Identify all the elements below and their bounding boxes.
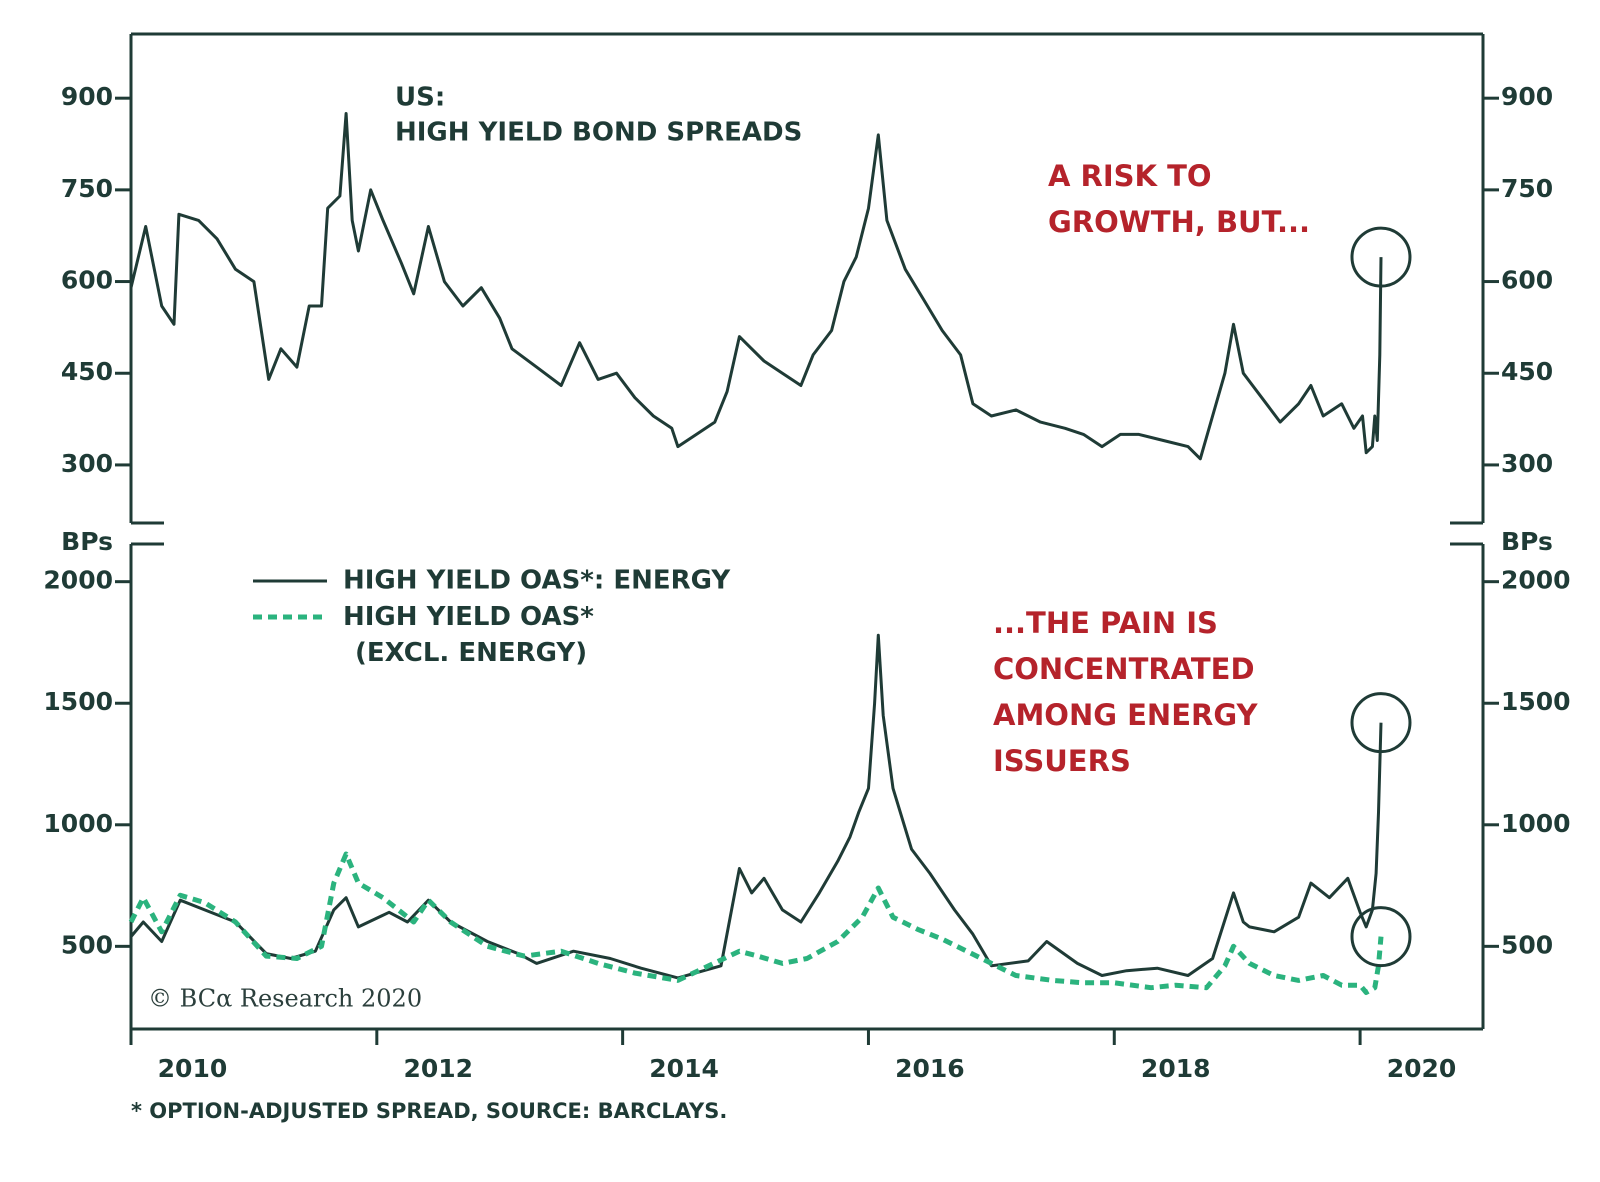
x-tick-label: 2020 xyxy=(1387,1054,1457,1083)
x-tick-label: 2018 xyxy=(1141,1054,1211,1083)
copyright: © BCα Research 2020 xyxy=(148,985,422,1013)
annotation: AMONG ENERGY xyxy=(993,698,1259,732)
y-tick-label: 450 xyxy=(1501,357,1553,386)
annotation: GROWTH, BUT... xyxy=(1048,205,1310,239)
series-line xyxy=(129,633,1383,980)
y-tick-label: 300 xyxy=(1501,449,1553,478)
y-tick-label: 2000 xyxy=(1501,566,1571,595)
y-tick-label: 2000 xyxy=(43,566,113,595)
y-tick-label: 500 xyxy=(61,930,113,959)
x-tick-label: 2010 xyxy=(158,1054,228,1083)
y-tick-label: 1000 xyxy=(1501,809,1571,838)
y-axis-label: BPs xyxy=(61,527,113,556)
annotation: CONCENTRATED xyxy=(993,652,1255,686)
legend-label: HIGH YIELD OAS* (EXCL. ENERGY) xyxy=(343,602,594,668)
annotation: ...THE PAIN IS xyxy=(993,606,1218,640)
y-tick-label: 300 xyxy=(61,449,113,478)
footnote: * OPTION-ADJUSTED SPREAD, SOURCE: BARCLA… xyxy=(131,1099,727,1123)
y-tick-label: 900 xyxy=(1501,82,1553,111)
y-tick-label: 750 xyxy=(1501,174,1553,203)
y-tick-label: 600 xyxy=(61,266,113,295)
y-tick-label: 1500 xyxy=(1501,687,1571,716)
y-tick-label: 750 xyxy=(61,174,113,203)
y-tick-label: 900 xyxy=(61,82,113,111)
y-axis-label: BPs xyxy=(1501,527,1553,556)
highlight-circle xyxy=(1350,906,1412,968)
chart-title: US: xyxy=(395,83,445,113)
chart-subtitle: HIGH YIELD BOND SPREADS xyxy=(395,118,802,148)
x-tick-label: 2014 xyxy=(649,1054,719,1083)
y-tick-label: 450 xyxy=(61,357,113,386)
y-tick-label: 600 xyxy=(1501,266,1553,295)
series-line xyxy=(128,851,1384,995)
annotation: A RISK TO xyxy=(1048,159,1212,193)
highlight-circle xyxy=(1350,692,1412,754)
y-tick-label: 1500 xyxy=(43,687,113,716)
x-tick-label: 2012 xyxy=(403,1054,473,1083)
legend-label: HIGH YIELD OAS*: ENERGY xyxy=(343,566,731,596)
series-line xyxy=(129,112,1383,461)
annotation: ISSUERS xyxy=(993,744,1131,778)
x-tick-label: 2016 xyxy=(895,1054,965,1083)
y-tick-label: 500 xyxy=(1501,930,1553,959)
y-tick-label: 1000 xyxy=(43,809,113,838)
highlight-circle xyxy=(1350,226,1412,288)
